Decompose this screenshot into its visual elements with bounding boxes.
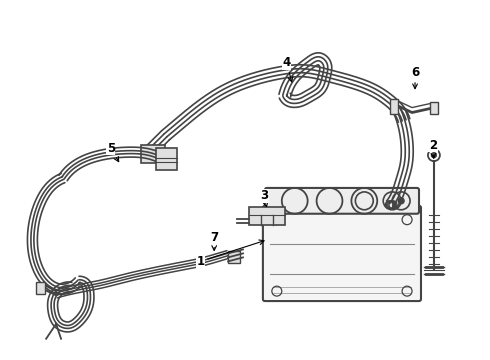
Text: 2: 2	[429, 139, 437, 158]
Text: 4: 4	[283, 57, 293, 82]
Text: 6: 6	[411, 66, 419, 89]
Bar	[249, 207, 285, 225]
Text: 7: 7	[210, 231, 218, 251]
Circle shape	[431, 153, 437, 158]
FancyBboxPatch shape	[265, 188, 419, 214]
Bar	[155, 148, 177, 170]
Bar	[141, 145, 166, 163]
Bar	[228, 251, 240, 264]
FancyBboxPatch shape	[263, 206, 421, 301]
Text: 5: 5	[107, 142, 119, 162]
Circle shape	[398, 198, 404, 204]
Bar	[430, 102, 438, 113]
Text: 1: 1	[196, 240, 264, 268]
Text: 3: 3	[260, 189, 268, 207]
Bar	[390, 99, 398, 113]
Bar	[36, 282, 45, 294]
